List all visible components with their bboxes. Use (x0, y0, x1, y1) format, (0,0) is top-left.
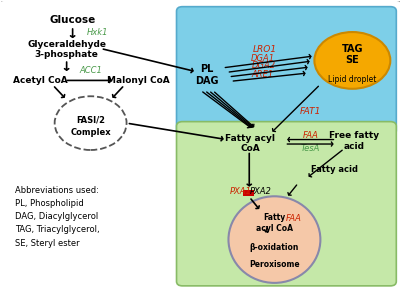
Text: Lipid droplet: Lipid droplet (328, 75, 377, 84)
Text: Fatty acid: Fatty acid (311, 165, 358, 174)
Text: Peroxisome: Peroxisome (249, 260, 300, 269)
Text: Malonyl CoA: Malonyl CoA (107, 76, 170, 85)
Text: FAA: FAA (286, 214, 302, 223)
Bar (243, 190, 255, 196)
Text: Fatty
acyl CoA: Fatty acyl CoA (256, 214, 293, 233)
Text: Fatty acyl: Fatty acyl (225, 134, 275, 142)
Circle shape (55, 96, 127, 150)
Circle shape (314, 32, 390, 89)
Text: β-oxidation: β-oxidation (250, 242, 299, 251)
Text: LRO1: LRO1 (252, 45, 277, 54)
Text: DGA2: DGA2 (251, 61, 276, 70)
Text: FASI/2: FASI/2 (76, 116, 105, 124)
Text: Hxk1: Hxk1 (87, 28, 108, 37)
Text: DGA1: DGA1 (250, 54, 275, 63)
Text: ACC1: ACC1 (79, 66, 102, 75)
Text: PL: PL (200, 64, 213, 74)
FancyBboxPatch shape (176, 122, 396, 286)
Text: ARE1: ARE1 (251, 70, 273, 79)
Text: Glyceraldehyde
3-phosphate: Glyceraldehyde 3-phosphate (27, 40, 106, 59)
FancyBboxPatch shape (176, 7, 396, 135)
Text: FAA: FAA (302, 130, 318, 140)
Ellipse shape (229, 196, 320, 283)
Text: DAG: DAG (195, 76, 218, 86)
Text: TesA: TesA (301, 144, 320, 153)
Text: FAT1: FAT1 (300, 107, 321, 116)
Text: TAG
SE: TAG SE (342, 44, 363, 65)
Text: PXA1: PXA1 (229, 187, 251, 196)
Text: Free fatty
acid: Free fatty acid (329, 131, 379, 151)
Text: Acetyl CoA: Acetyl CoA (13, 76, 68, 85)
Text: Glucose: Glucose (49, 15, 96, 25)
Text: Abbreviations used:
PL, Phospholipid
DAG, Diacylglycerol
TAG, Triacylglycerol,
S: Abbreviations used: PL, Phospholipid DAG… (15, 186, 99, 247)
Text: PXA2: PXA2 (249, 187, 271, 196)
Text: CoA: CoA (241, 144, 260, 153)
Text: Complex: Complex (70, 128, 111, 136)
